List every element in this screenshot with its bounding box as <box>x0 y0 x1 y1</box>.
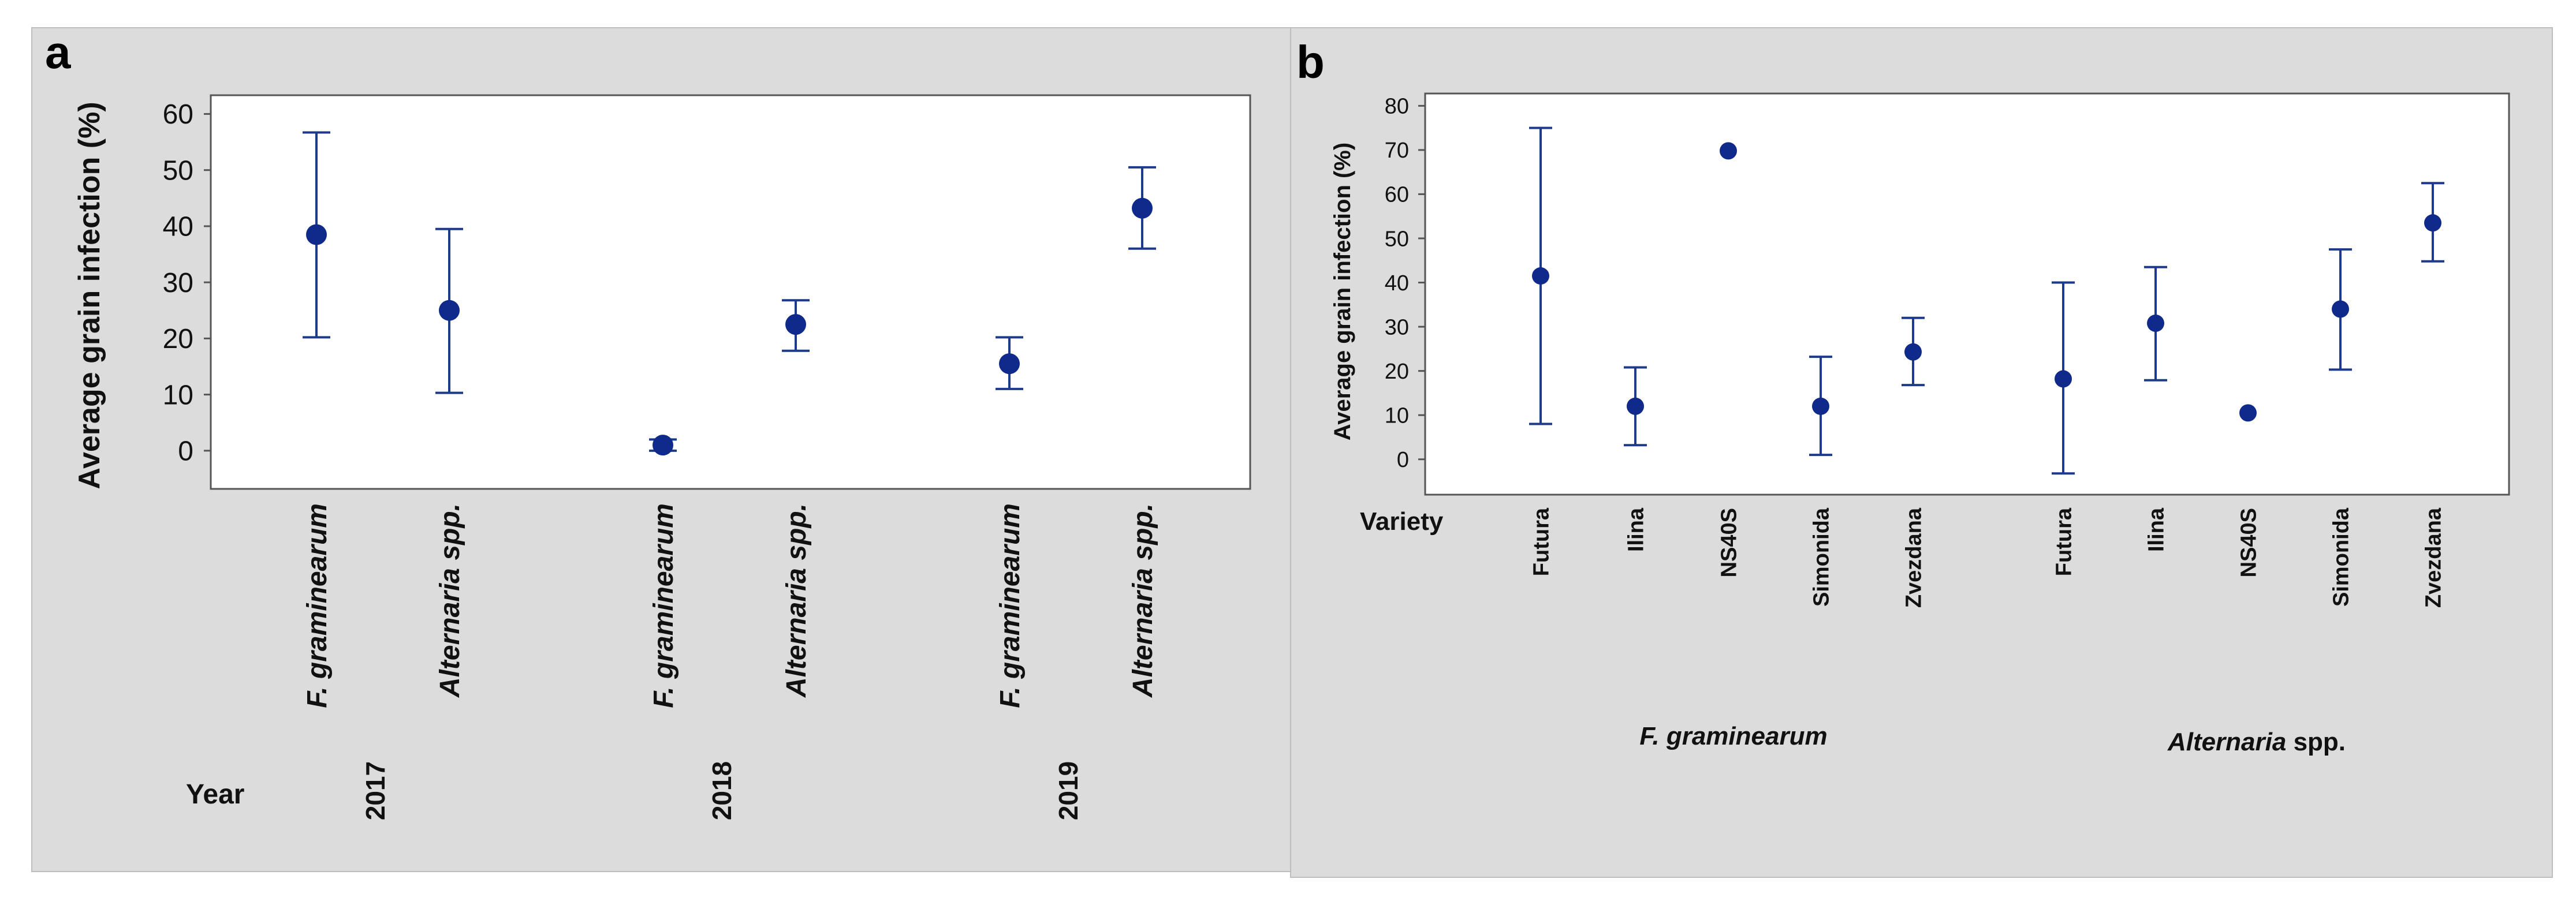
y-tick-label: 20 <box>163 324 193 354</box>
mean-point <box>2147 314 2164 332</box>
y-tick-label: 10 <box>1385 404 1409 428</box>
category-label: Zvezdana <box>1902 507 1926 608</box>
category-label: Simonida <box>2329 507 2353 607</box>
panel-b-y-ticks: 0 10 20 30 40 50 60 70 80 <box>1385 95 1425 472</box>
panel-b-group-axis-label: Variety <box>1360 507 1444 536</box>
mean-point <box>1812 397 1829 415</box>
category-label: Futura <box>1529 507 1553 576</box>
panel-b: b Average grain infection (%) Variety 0 1… <box>1290 27 2553 878</box>
mean-point <box>653 435 673 456</box>
panel-b-category-labels: Futura Ilina NS40S Simonida Zvezdana Futura Il… <box>1529 507 2445 608</box>
y-tick-label: 30 <box>1385 315 1409 339</box>
group-label: F. graminearum <box>1639 722 1827 750</box>
y-tick-label: 30 <box>163 268 193 298</box>
panel-b-marks <box>1529 126 2444 475</box>
panel-a-plot-area <box>210 94 1251 490</box>
mean-point <box>2332 300 2349 318</box>
category-label: Zvezdana <box>2421 507 2445 608</box>
category-label: NS40S <box>2236 508 2261 577</box>
y-tick-label: 10 <box>163 380 193 410</box>
group-label: Alternaria spp. <box>2167 728 2346 756</box>
mean-point <box>1132 197 1153 219</box>
panel-a: a Average grain infection (%) Year 0 10 20… <box>31 27 1291 872</box>
mean-point <box>1904 343 1922 361</box>
mean-point <box>999 353 1020 375</box>
group-label: 2018 <box>707 761 737 820</box>
category-label: NS40S <box>1717 508 1741 577</box>
panel-b-label: b <box>1296 36 1325 88</box>
panel-a-y-axis-title: Average grain infection (%) <box>73 102 106 489</box>
group-label: 2019 <box>1053 761 1083 820</box>
y-tick-label: 50 <box>163 155 193 186</box>
category-label: Alternaria spp. <box>435 503 465 698</box>
panel-a-group-labels: 2017 2018 2019 <box>360 761 1083 820</box>
mean-point <box>2055 370 2072 388</box>
category-label: Alternaria spp. <box>1128 503 1158 698</box>
category-label: Alternaria spp. <box>781 503 812 698</box>
mean-point <box>2239 404 2257 422</box>
panel-b-y-axis-title: Average grain infection (%) <box>1330 143 1355 440</box>
mean-point <box>2424 214 2441 232</box>
mean-point <box>1532 267 1549 285</box>
panel-a-group-axis-label: Year <box>186 779 244 810</box>
panel-b-plot-area <box>1424 92 2510 496</box>
y-tick-label: 40 <box>1385 271 1409 296</box>
mean-point <box>1720 142 1737 160</box>
category-label: Ilina <box>2144 507 2168 552</box>
category-label: F. graminearum <box>648 503 679 708</box>
y-tick-label: 70 <box>1385 139 1409 163</box>
mean-point <box>1627 397 1644 415</box>
panel-a-category-labels: F. graminearum Alternaria spp. F. graminea… <box>302 503 1158 708</box>
mean-point <box>439 300 460 321</box>
category-label: Futura <box>2052 507 2076 576</box>
y-tick-label: 0 <box>1397 448 1409 472</box>
y-tick-label: 50 <box>1385 227 1409 251</box>
mean-point <box>785 314 806 335</box>
panel-a-y-ticks: 0 10 20 30 40 50 60 <box>163 99 211 467</box>
mean-point <box>306 224 327 245</box>
category-label: F. graminearum <box>995 503 1026 708</box>
panel-a-label: a <box>45 27 71 78</box>
y-tick-label: 60 <box>1385 183 1409 207</box>
y-tick-label: 80 <box>1385 95 1409 119</box>
category-label: Simonida <box>1809 507 1833 607</box>
y-tick-label: 60 <box>163 99 193 130</box>
category-label: F. graminearum <box>302 503 333 708</box>
group-label: 2017 <box>360 761 390 820</box>
panel-b-group-labels: F. graminearum Alternaria spp. <box>1639 722 2346 756</box>
y-tick-label: 0 <box>178 436 193 467</box>
category-label: Ilina <box>1624 507 1648 552</box>
y-tick-label: 20 <box>1385 360 1409 384</box>
panel-a-marks <box>303 131 1156 456</box>
y-tick-label: 40 <box>163 212 193 242</box>
